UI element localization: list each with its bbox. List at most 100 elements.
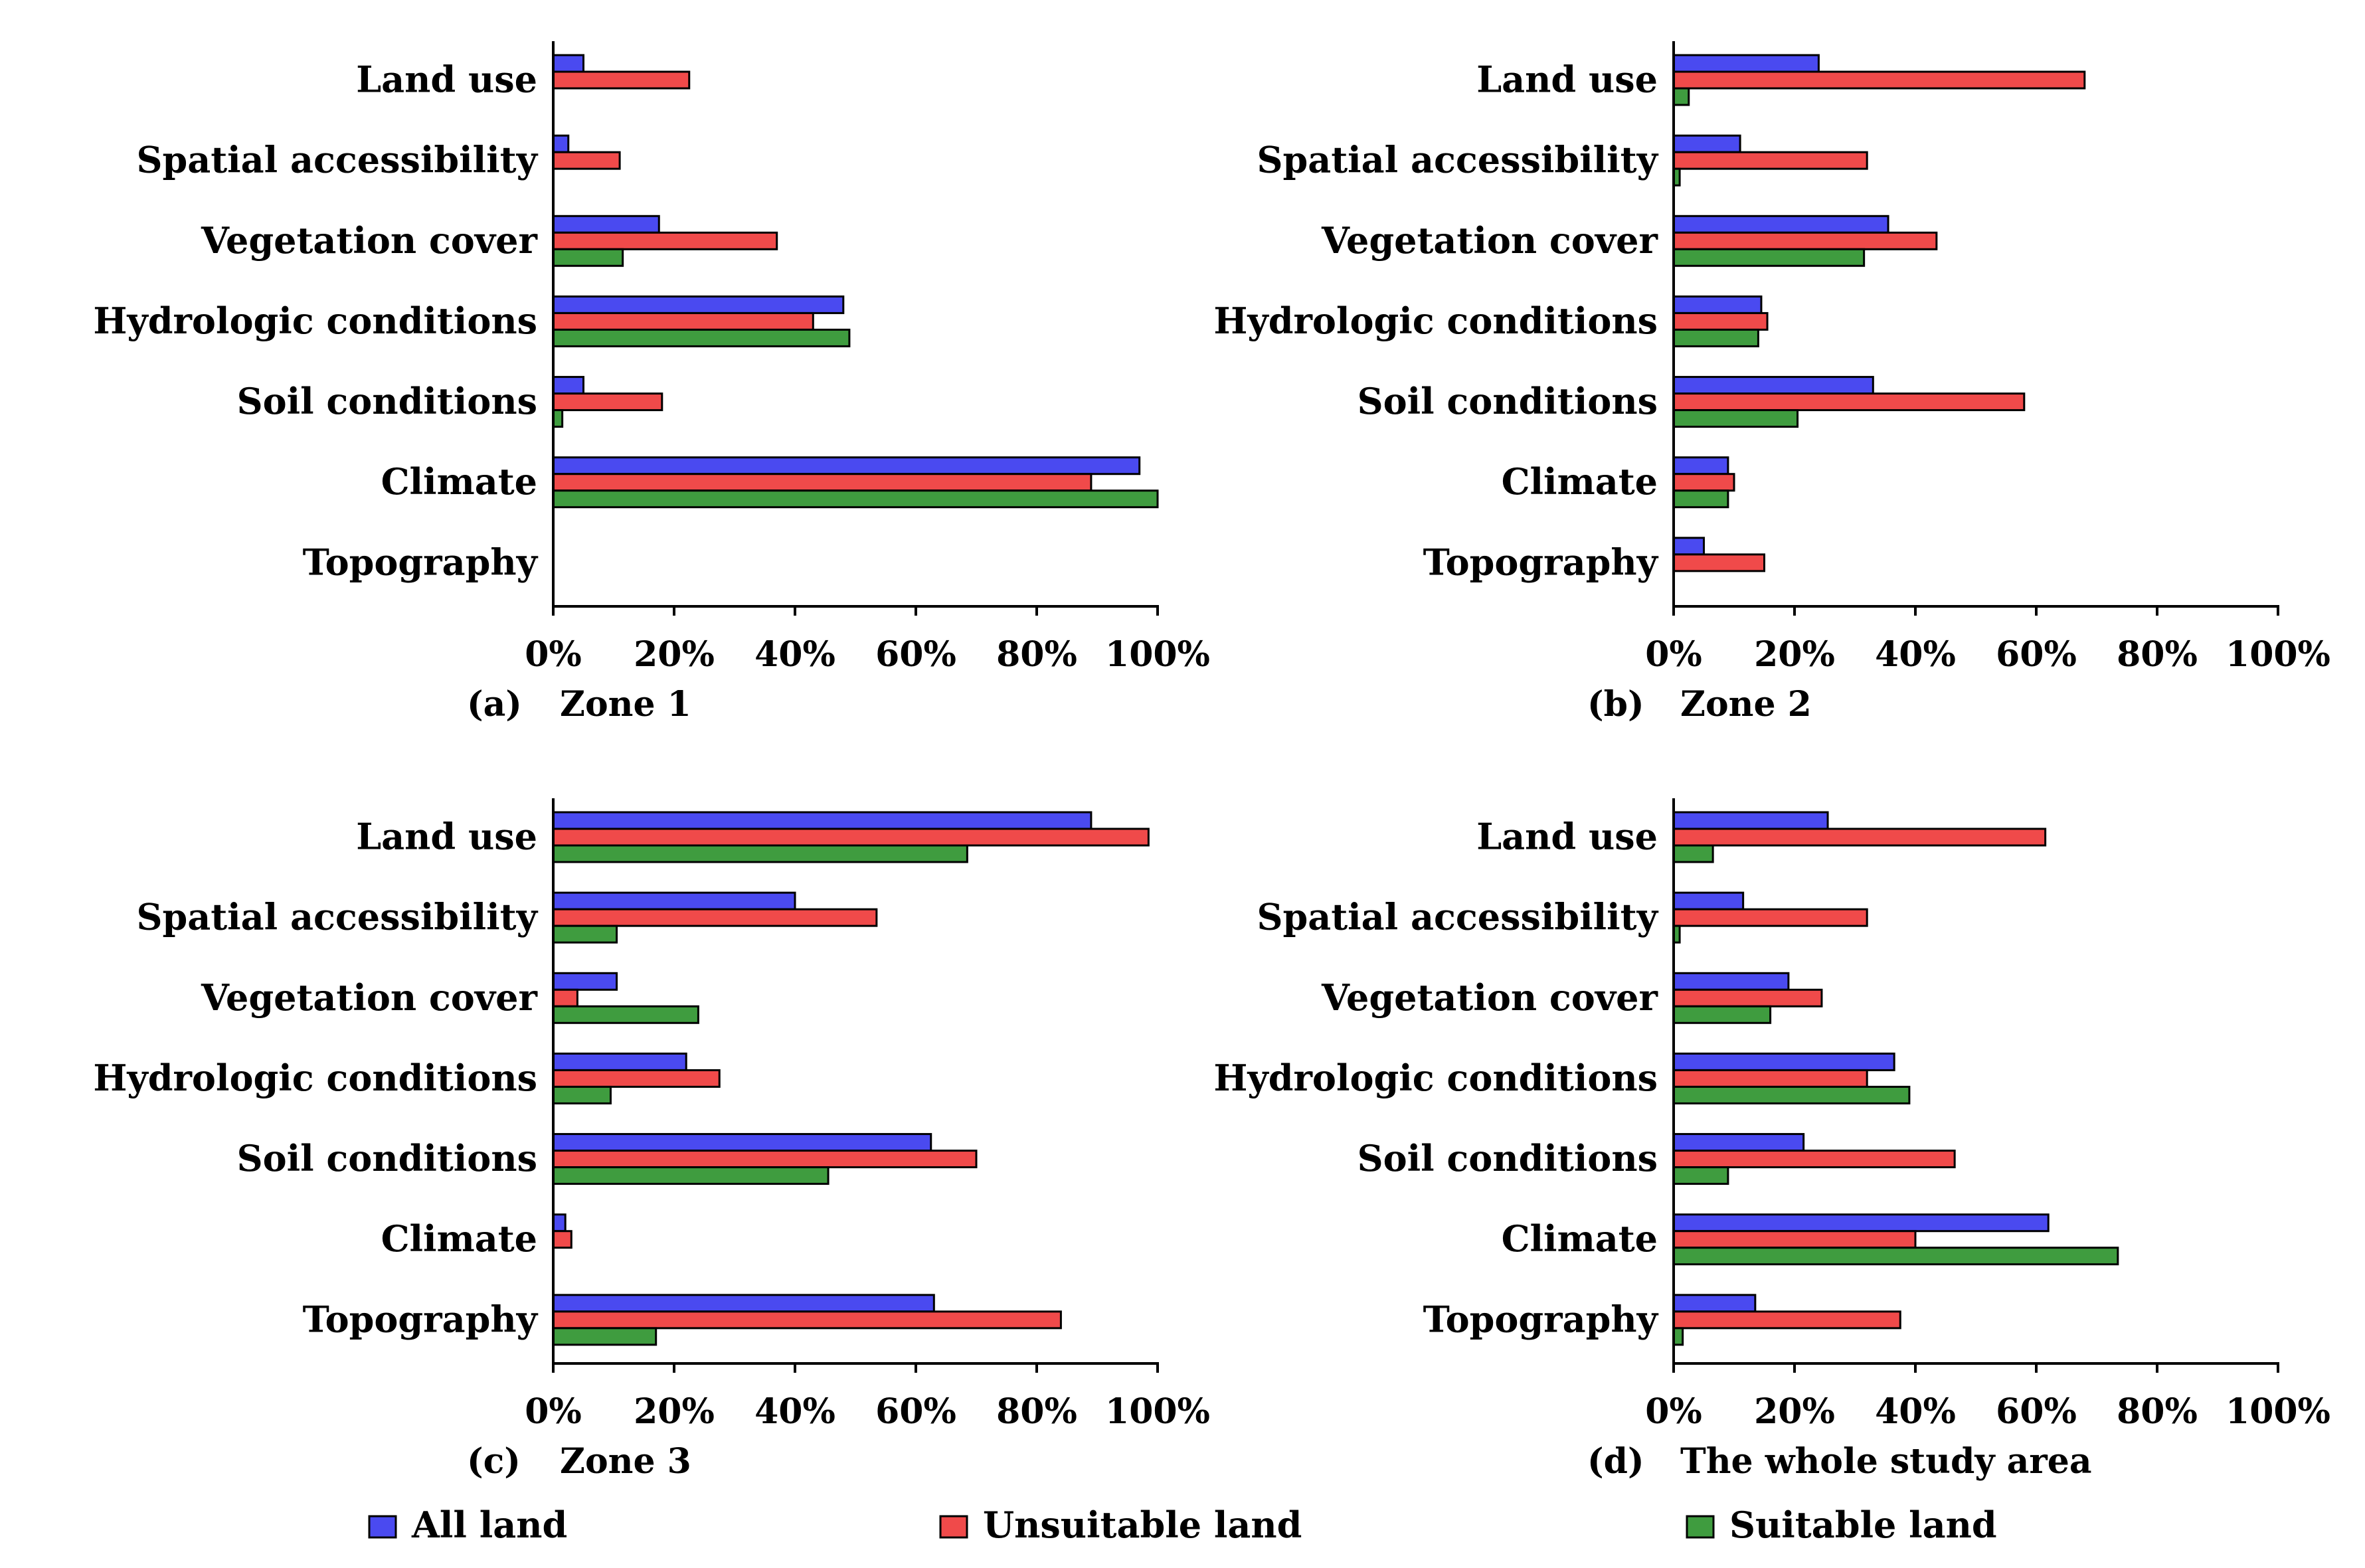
bar-unsuitable-land-climate (1672, 473, 1735, 492)
category-label: Topography (303, 1298, 539, 1340)
panel-title: Zone 2 (1680, 684, 1812, 725)
x-tick-label: 0% (1645, 1391, 1702, 1432)
x-tick-label: 100% (1105, 1391, 1210, 1432)
x-tick-label: 100% (2226, 634, 2330, 675)
category-label: Topography (303, 541, 539, 583)
category-label: Vegetation cover (1321, 219, 1658, 262)
category-label: Vegetation cover (201, 976, 538, 1019)
bar-suitable-land-hydrologic-conditions (552, 1085, 612, 1104)
category-label: Hydrologic conditions (93, 1057, 537, 1099)
bar-suitable-land-climate (1672, 1247, 2119, 1266)
category-label: Topography (1423, 1298, 1659, 1340)
bar-unsuitable-land-topography (552, 1310, 1062, 1330)
panel-d: Land use Spatial accessibility Vegetation … (1213, 798, 2330, 1482)
bar-all-land-vegetation-cover (552, 215, 660, 234)
bar-unsuitable-land-land-use (1672, 828, 2047, 847)
bar-unsuitable-land-vegetation-cover (1672, 231, 1938, 250)
x-tick-label: 80% (2117, 634, 2198, 675)
bar-suitable-land-topography (552, 1327, 657, 1346)
bar-unsuitable-land-hydrologic-conditions (1672, 1069, 1868, 1088)
category-label: Land use (1476, 58, 1658, 101)
bar-all-land-topography (552, 1294, 935, 1313)
panel-c: Land use Spatial accessibility Vegetation … (93, 798, 1210, 1482)
bar-all-land-spatial-accessibility (1672, 891, 1745, 911)
bar-suitable-land-soil-conditions (1672, 1166, 1729, 1185)
bar-unsuitable-land-soil-conditions (552, 1150, 978, 1169)
bar-all-land-land-use (1672, 811, 1829, 830)
bar-suitable-land-vegetation-cover (1672, 248, 1866, 267)
category-label: Land use (356, 58, 537, 101)
bar-unsuitable-land-hydrologic-conditions (1672, 311, 1769, 331)
bar-all-land-land-use (1672, 54, 1820, 73)
category-label: Soil conditions (1358, 380, 1658, 422)
category-label: Spatial accessibility (1257, 896, 1658, 938)
bar-suitable-land-hydrologic-conditions (552, 328, 851, 347)
category-label: Spatial accessibility (1257, 139, 1658, 181)
category-label: Vegetation cover (1321, 976, 1658, 1019)
bar-all-land-land-use (552, 811, 1093, 830)
bar-suitable-land-hydrologic-conditions (1672, 1085, 1911, 1104)
bar-unsuitable-land-hydrologic-conditions (552, 311, 814, 331)
panel-letter: (c) (467, 1441, 521, 1482)
panel-title: Zone 1 (560, 684, 691, 725)
bar-suitable-land-soil-conditions (552, 1166, 830, 1185)
category-label: Hydrologic conditions (1213, 300, 1658, 342)
bar-suitable-land-soil-conditions (552, 409, 564, 428)
x-tick-label: 20% (634, 1391, 715, 1432)
bar-unsuitable-land-land-use (552, 828, 1150, 847)
legend-label-all-land: All land (411, 1504, 567, 1546)
bar-unsuitable-land-spatial-accessibility (1672, 151, 1868, 170)
category-label: Climate (381, 1217, 537, 1260)
bar-all-land-climate (1672, 1213, 2050, 1233)
panel-letter: (d) (1587, 1441, 1644, 1482)
panel-title: The whole study area (1680, 1441, 2092, 1482)
category-label: Soil conditions (237, 380, 537, 422)
bar-all-land-climate (552, 456, 1141, 476)
x-tick-label: 80% (996, 634, 1077, 675)
panel-letter: (a) (467, 684, 522, 725)
bar-suitable-land-vegetation-cover (1672, 1005, 1772, 1024)
bar-all-land-spatial-accessibility (1672, 134, 1741, 153)
bar-all-land-hydrologic-conditions (1672, 295, 1763, 314)
bar-suitable-land-climate (1672, 489, 1729, 509)
category-label: Soil conditions (1358, 1137, 1658, 1179)
bar-unsuitable-land-soil-conditions (1672, 392, 2026, 412)
bar-suitable-land-spatial-accessibility (552, 924, 618, 944)
bar-all-land-vegetation-cover (552, 972, 618, 991)
panel-a: Land use Spatial accessibility Vegetation … (93, 41, 1210, 725)
category-label: Vegetation cover (201, 219, 538, 262)
bar-unsuitable-land-climate (1672, 1230, 1917, 1249)
x-tick-label: 0% (525, 634, 582, 675)
bar-all-land-vegetation-cover (1672, 215, 1889, 234)
x-tick-label: 60% (875, 1391, 956, 1432)
bar-unsuitable-land-vegetation-cover (1672, 988, 1823, 1007)
bar-all-land-climate (552, 1213, 567, 1233)
panel-b: Land use Spatial accessibility Vegetation … (1213, 41, 2330, 725)
bar-suitable-land-climate (552, 489, 1159, 509)
bar-all-land-spatial-accessibility (552, 134, 570, 153)
legend-label-suitable-land: Suitable land (1729, 1504, 1997, 1546)
x-tick-label: 40% (754, 634, 835, 675)
bar-all-land-land-use (552, 54, 584, 73)
bar-suitable-land-topography (1672, 1327, 1684, 1346)
bar-suitable-land-vegetation-cover (552, 248, 624, 267)
bar-unsuitable-land-spatial-accessibility (1672, 908, 1868, 927)
legend: All land Unsuitable land Suitable land (368, 1504, 1997, 1546)
bar-all-land-climate (1672, 456, 1729, 476)
bar-unsuitable-land-soil-conditions (1672, 1150, 1956, 1169)
category-label: Spatial accessibility (136, 139, 538, 181)
x-tick-label: 40% (754, 1391, 835, 1432)
bar-all-land-topography (1672, 1294, 1757, 1313)
legend-swatch-all-land (368, 1515, 397, 1539)
bar-suitable-land-land-use (1672, 844, 1714, 863)
bar-unsuitable-land-climate (552, 1230, 572, 1249)
legend-swatch-unsuitable-land (939, 1515, 968, 1539)
bar-all-land-topography (1672, 537, 1705, 556)
category-label: Hydrologic conditions (1213, 1057, 1658, 1099)
category-label: Topography (1423, 541, 1659, 583)
category-label: Hydrologic conditions (93, 300, 537, 342)
category-label: Land use (356, 816, 537, 858)
panel-letter: (b) (1587, 684, 1644, 725)
x-tick-label: 60% (1996, 634, 2077, 675)
